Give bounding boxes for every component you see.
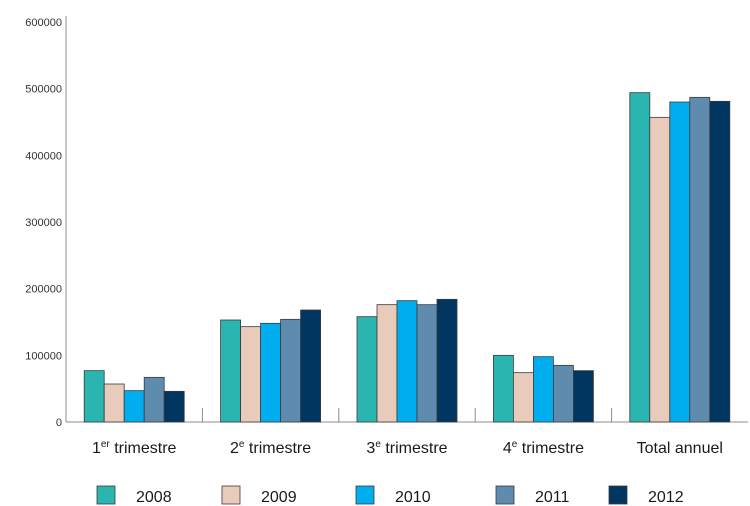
y-tick-label: 500000 <box>25 84 62 96</box>
bar-2009-cat-2 <box>240 326 262 423</box>
bar-2008-cat-1 <box>83 370 105 423</box>
legend: 2008 2009 2010 2011 2012 <box>96 485 684 506</box>
bar-2009-cat-3 <box>376 304 398 423</box>
bar-2008-cat-4 <box>492 354 514 423</box>
legend-swatch-2009 <box>221 485 241 505</box>
bar-2010-cat-1 <box>123 390 145 423</box>
legend-label-2010: 2010 <box>395 489 431 506</box>
y-tick-label: 200000 <box>25 284 62 296</box>
bar-2010-cat-3 <box>396 300 418 423</box>
bar-2012-cat-1 <box>163 390 185 423</box>
legend-label-2012: 2012 <box>648 489 684 506</box>
x-category-label: 3e trimestre <box>366 439 447 457</box>
y-tick-label: 100000 <box>25 350 62 362</box>
x-category-label: 1er trimestre <box>92 439 177 457</box>
bar-2009-cat-5 <box>649 116 671 423</box>
legend-label-2011: 2011 <box>535 489 570 506</box>
x-category-label: Total annuel <box>637 440 723 457</box>
bar-2011-cat-4 <box>553 364 574 423</box>
bar-2011-cat-1 <box>143 376 165 423</box>
bar-2010-cat-5 <box>669 101 691 423</box>
legend-swatch-2011 <box>495 485 515 505</box>
bar-2008-cat-5 <box>629 92 651 423</box>
bar-2010-cat-4 <box>533 356 554 423</box>
bar-2012-cat-4 <box>573 370 594 423</box>
legend-swatch-2008 <box>96 485 116 505</box>
bar-2008-cat-2 <box>220 319 242 423</box>
bar-2012-cat-3 <box>436 298 458 423</box>
bar-2009-cat-4 <box>513 372 534 423</box>
bar-2010-cat-2 <box>260 322 282 423</box>
legend-label-2009: 2009 <box>261 489 297 506</box>
legend-label-2008: 2008 <box>136 489 172 506</box>
y-tick-label: 600000 <box>25 17 62 29</box>
bar-2011-cat-2 <box>280 318 302 423</box>
y-tick-label: 0 <box>56 417 62 429</box>
legend-swatch-2010 <box>355 485 375 505</box>
bar-2011-cat-3 <box>416 304 438 423</box>
bar-2008-cat-3 <box>356 316 378 423</box>
bar-2009-cat-1 <box>103 383 125 423</box>
y-axis: 0 100000 200000 300000 400000 500000 600000 <box>25 16 67 429</box>
x-category-label: 2e trimestre <box>230 439 311 457</box>
y-tick-label: 400000 <box>25 150 62 162</box>
bars <box>83 92 731 423</box>
x-axis: 1er trimestre 2e trimestre 3e trimestre 4e … <box>66 408 748 457</box>
y-tick-label: 300000 <box>25 217 62 229</box>
x-category-label: 4e trimestre <box>503 439 584 457</box>
bar-2012-cat-5 <box>709 100 731 423</box>
bar-2011-cat-5 <box>689 96 711 423</box>
legend-swatch-2012 <box>608 485 628 505</box>
bar-2012-cat-2 <box>300 309 322 423</box>
